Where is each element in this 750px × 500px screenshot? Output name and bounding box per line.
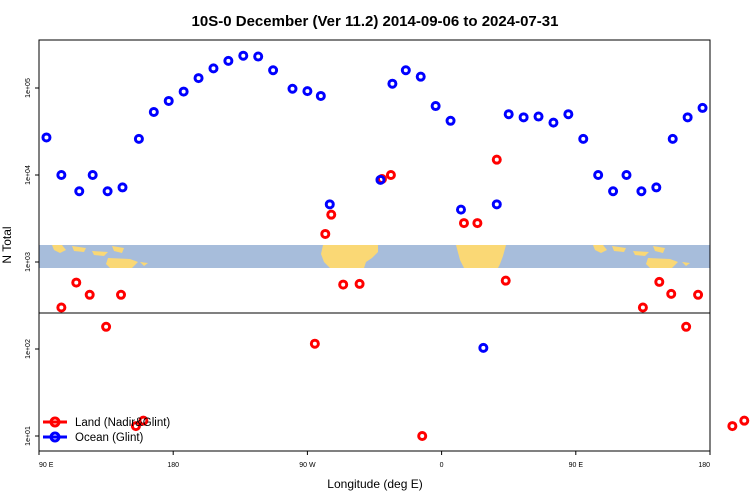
- legend: Land (Nadir&Glint) Ocean (Glint): [43, 416, 170, 444]
- land-point: [354, 278, 365, 289]
- ocean-point: [74, 186, 85, 197]
- legend-ocean-label: Ocean (Glint): [75, 432, 144, 444]
- ocean-point: [548, 117, 559, 128]
- land-point: [500, 275, 511, 286]
- map-land: [52, 245, 690, 268]
- ocean-point: [223, 55, 234, 66]
- x-tick-label: 90 E: [39, 462, 54, 469]
- ocean-point: [578, 133, 589, 144]
- land-point: [693, 289, 704, 300]
- ocean-point: [533, 111, 544, 122]
- land-point: [56, 302, 67, 313]
- land-point: [84, 289, 95, 300]
- land-point: [309, 338, 320, 349]
- chart-title: 10S-0 December (Ver 11.2) 2014-09-06 to …: [192, 13, 559, 30]
- legend-land-marker: [49, 416, 61, 428]
- land-point: [320, 228, 331, 239]
- land-point: [326, 209, 337, 220]
- ocean-point: [41, 132, 52, 143]
- land-point: [491, 154, 502, 165]
- land-point: [666, 288, 677, 299]
- ocean-point: [430, 101, 441, 112]
- ocean-point: [324, 199, 335, 210]
- ocean-point: [315, 90, 326, 101]
- ocean-point: [148, 106, 159, 117]
- y-tick-label: 1e+03: [25, 252, 32, 272]
- ocean-point: [287, 83, 298, 94]
- y-tick-label: 1e+05: [25, 78, 32, 98]
- land-point: [138, 415, 149, 426]
- ocean-point: [268, 65, 279, 76]
- ocean-point: [415, 71, 426, 82]
- ocean-point: [697, 102, 708, 113]
- land-point: [417, 431, 428, 441]
- x-tick-label: 90 E: [569, 462, 584, 469]
- ocean-point: [682, 112, 693, 123]
- ocean-point: [636, 186, 647, 197]
- ocean-point: [621, 170, 632, 180]
- land-point: [385, 170, 396, 180]
- y-tick-label: 1e+01: [25, 426, 32, 446]
- land-point: [338, 279, 349, 290]
- ocean-point: [163, 95, 174, 106]
- land-point: [472, 218, 483, 229]
- ocean-point: [455, 204, 466, 215]
- map-ocean: [39, 245, 710, 268]
- ocean-point: [178, 86, 189, 97]
- x-axis-label: Longitude (deg E): [327, 477, 422, 491]
- x-tick-label: 90 W: [299, 462, 316, 469]
- ocean-point: [608, 186, 619, 197]
- ocean-point: [503, 109, 514, 120]
- x-tick-label: 0: [440, 462, 444, 469]
- ocean-point: [302, 86, 313, 97]
- y-tick-label: 1e+04: [25, 165, 32, 185]
- ocean-point: [133, 133, 144, 144]
- ocean-point: [667, 133, 678, 144]
- y-axis-label: N Total: [0, 226, 14, 263]
- land-point: [637, 302, 648, 313]
- land-point: [116, 289, 127, 300]
- land-point: [458, 218, 469, 229]
- points-group: [41, 50, 750, 441]
- axes-group: 90 E 180 90 W 0 90 E 180 1e+01 1e+02 1e+03 1e+04 1…: [25, 78, 711, 469]
- land-point: [101, 321, 112, 332]
- legend-item-land: Land (Nadir&Glint): [43, 416, 170, 429]
- ocean-point: [518, 112, 529, 123]
- ocean-point: [387, 78, 398, 89]
- ocean-point: [117, 182, 128, 193]
- land-point: [739, 415, 750, 426]
- ocean-point: [491, 199, 502, 210]
- legend-item-ocean: Ocean (Glint): [43, 431, 144, 444]
- ocean-point: [87, 170, 98, 180]
- x-tick-label: 180: [698, 462, 710, 469]
- map-strip: [39, 245, 710, 268]
- ocean-point: [102, 186, 113, 197]
- x-tick-label: 180: [167, 462, 179, 469]
- ocean-point: [593, 170, 604, 180]
- land-point: [130, 421, 141, 432]
- land-point: [681, 321, 692, 332]
- ocean-point: [253, 51, 264, 62]
- legend-ocean-marker: [49, 431, 61, 443]
- legend-land-label: Land (Nadir&Glint): [75, 417, 170, 429]
- ocean-point: [375, 174, 386, 185]
- ocean-point: [238, 50, 249, 61]
- land-point: [654, 276, 665, 287]
- land-point: [71, 277, 82, 288]
- ocean-point: [651, 182, 662, 193]
- ocean-point: [208, 63, 219, 74]
- ocean-point: [193, 73, 204, 84]
- land-point: [727, 421, 738, 432]
- plot-frame: [38, 39, 711, 452]
- ocean-point: [445, 115, 456, 126]
- ocean-point: [563, 109, 574, 120]
- y-tick-label: 1e+02: [25, 339, 32, 359]
- ocean-point: [478, 342, 489, 353]
- ocean-point: [400, 65, 411, 76]
- ocean-point: [56, 170, 67, 180]
